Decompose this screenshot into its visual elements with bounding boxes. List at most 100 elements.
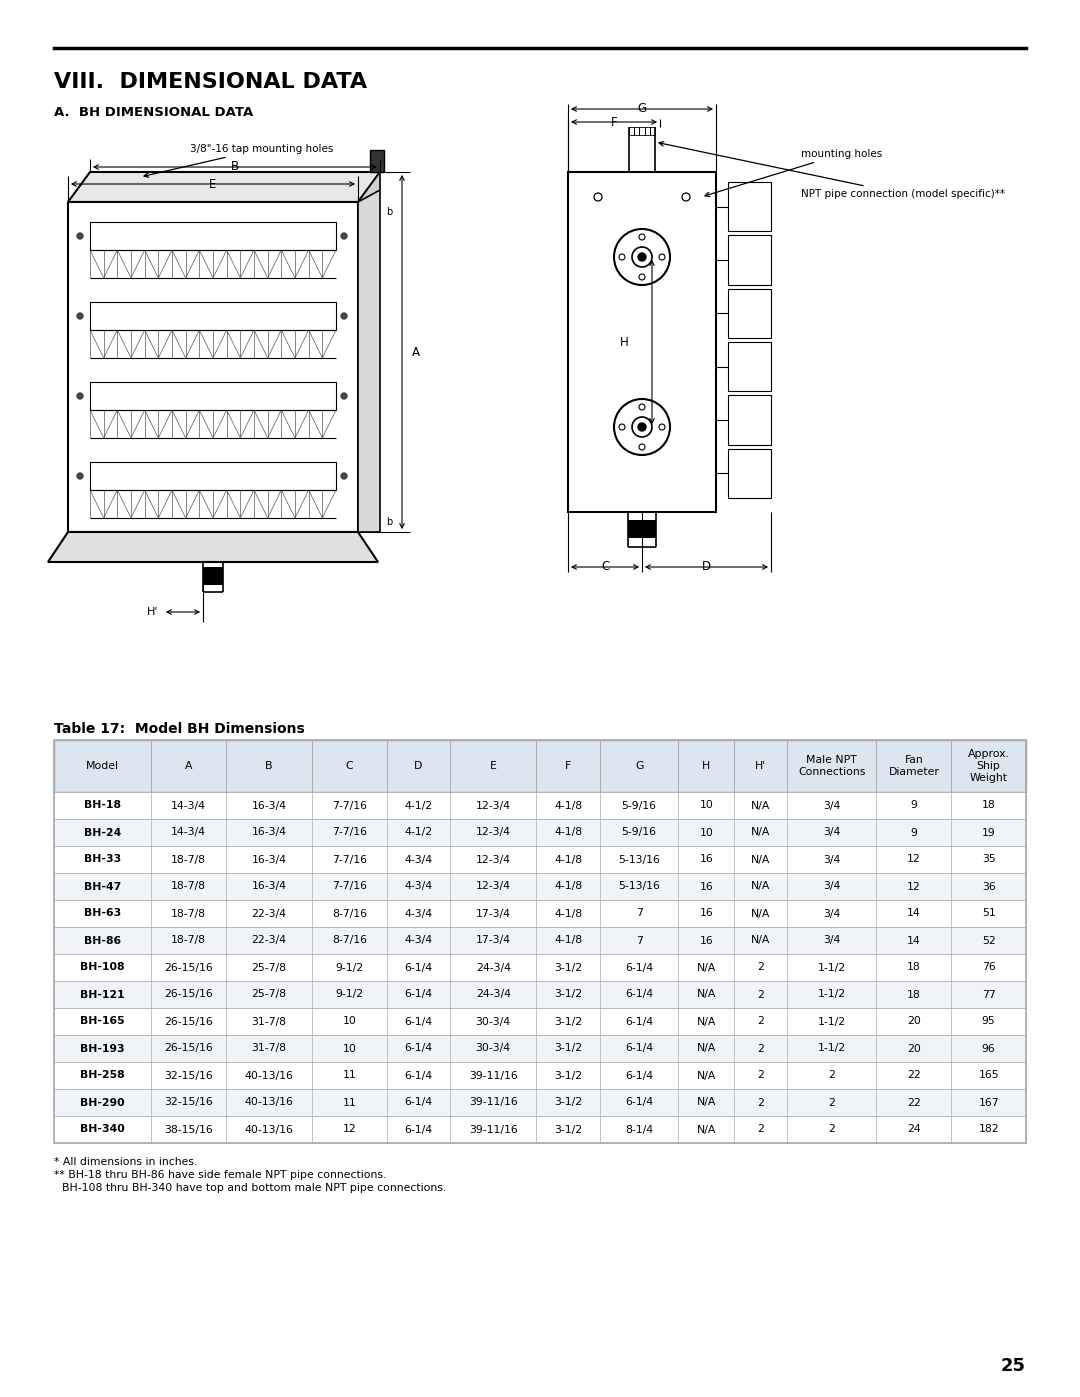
Text: 6-1/4: 6-1/4	[625, 989, 653, 999]
Text: N/A: N/A	[697, 1017, 716, 1027]
Text: 6-1/4: 6-1/4	[404, 1125, 433, 1134]
Text: 2: 2	[757, 1098, 764, 1108]
Circle shape	[638, 253, 646, 261]
Text: 5-9/16: 5-9/16	[622, 827, 657, 837]
Text: H': H'	[755, 761, 766, 771]
Text: 4-3/4: 4-3/4	[404, 936, 433, 946]
Text: 14: 14	[907, 936, 921, 946]
Bar	[54, 928, 1026, 954]
Text: NPT pipe connection (model specific)**: NPT pipe connection (model specific)**	[659, 141, 1005, 198]
Text: 16-3/4: 16-3/4	[252, 855, 286, 865]
Text: 5-13/16: 5-13/16	[618, 882, 660, 891]
Text: BH-193: BH-193	[80, 1044, 125, 1053]
Text: 3-1/2: 3-1/2	[554, 1125, 582, 1134]
Text: 167: 167	[978, 1098, 999, 1108]
Text: 16: 16	[700, 908, 713, 918]
Text: 5-9/16: 5-9/16	[622, 800, 657, 810]
Text: Table 17:  Model BH Dimensions: Table 17: Model BH Dimensions	[54, 722, 305, 736]
Text: 35: 35	[982, 855, 996, 865]
Bar	[54, 1062, 1026, 1090]
Text: 6-1/4: 6-1/4	[625, 1044, 653, 1053]
Text: 4-1/8: 4-1/8	[554, 827, 582, 837]
Text: 40-13/16: 40-13/16	[244, 1070, 294, 1080]
Text: 22-3/4: 22-3/4	[252, 908, 286, 918]
Text: 6-1/4: 6-1/4	[625, 963, 653, 972]
Circle shape	[77, 233, 83, 239]
Text: ** BH-18 thru BH-86 have side female NPT pipe connections.: ** BH-18 thru BH-86 have side female NPT…	[54, 1171, 387, 1180]
Text: 3/8"-16 tap mounting holes: 3/8"-16 tap mounting holes	[144, 144, 334, 177]
Text: 6-1/4: 6-1/4	[404, 989, 433, 999]
Text: 24-3/4: 24-3/4	[476, 989, 511, 999]
Text: 2: 2	[828, 1070, 835, 1080]
Text: 7-7/16: 7-7/16	[332, 800, 367, 810]
Text: 32-15/16: 32-15/16	[164, 1098, 213, 1108]
Text: 1-1/2: 1-1/2	[818, 989, 846, 999]
Text: 2: 2	[757, 989, 764, 999]
Text: Model: Model	[86, 761, 119, 771]
Text: 52: 52	[982, 936, 996, 946]
Text: 6-1/4: 6-1/4	[625, 1098, 653, 1108]
Text: N/A: N/A	[751, 827, 770, 837]
Text: 20: 20	[907, 1044, 921, 1053]
Text: 17-3/4: 17-3/4	[476, 936, 511, 946]
Text: 7-7/16: 7-7/16	[332, 882, 367, 891]
Text: 7: 7	[636, 908, 643, 918]
Text: 12-3/4: 12-3/4	[476, 800, 511, 810]
Text: 16-3/4: 16-3/4	[252, 882, 286, 891]
Bar	[645, 127, 650, 136]
Text: 7-7/16: 7-7/16	[332, 827, 367, 837]
Text: 12: 12	[907, 855, 921, 865]
Text: 31-7/8: 31-7/8	[252, 1017, 286, 1027]
Text: 3-1/2: 3-1/2	[554, 963, 582, 972]
Text: 10: 10	[342, 1017, 356, 1027]
Bar	[54, 1116, 1026, 1143]
Text: BH-24: BH-24	[84, 827, 121, 837]
Text: BH-47: BH-47	[84, 882, 121, 891]
Text: H': H'	[147, 608, 158, 617]
Text: 25-7/8: 25-7/8	[252, 963, 286, 972]
Text: N/A: N/A	[751, 882, 770, 891]
Text: 96: 96	[982, 1044, 996, 1053]
Bar	[90, 222, 336, 250]
Text: Approx.
Ship
Weight: Approx. Ship Weight	[968, 749, 1010, 782]
Bar	[728, 235, 771, 285]
Text: 11: 11	[342, 1070, 356, 1080]
Bar	[634, 127, 639, 136]
Text: 7: 7	[636, 936, 643, 946]
Bar	[728, 182, 771, 232]
Text: 182: 182	[978, 1125, 999, 1134]
Text: 26-15/16: 26-15/16	[164, 1017, 213, 1027]
Text: 40-13/16: 40-13/16	[244, 1098, 294, 1108]
Text: N/A: N/A	[751, 800, 770, 810]
Circle shape	[341, 474, 347, 479]
Text: 4-3/4: 4-3/4	[404, 855, 433, 865]
Text: 4-1/8: 4-1/8	[554, 855, 582, 865]
Text: BH-290: BH-290	[80, 1098, 125, 1108]
Text: Male NPT
Connections: Male NPT Connections	[798, 756, 865, 777]
Text: 3-1/2: 3-1/2	[554, 1098, 582, 1108]
Text: N/A: N/A	[697, 1070, 716, 1080]
Text: 32-15/16: 32-15/16	[164, 1070, 213, 1080]
Circle shape	[77, 393, 83, 400]
Bar	[90, 302, 336, 330]
Bar	[54, 1090, 1026, 1116]
Text: b: b	[386, 517, 392, 527]
Text: 22: 22	[907, 1070, 921, 1080]
Text: N/A: N/A	[751, 908, 770, 918]
Text: 4-1/8: 4-1/8	[554, 882, 582, 891]
Text: N/A: N/A	[697, 1044, 716, 1053]
Text: 12: 12	[342, 1125, 356, 1134]
Text: 2: 2	[757, 1125, 764, 1134]
Text: 12-3/4: 12-3/4	[476, 827, 511, 837]
Text: C: C	[600, 560, 609, 574]
Text: H: H	[702, 761, 711, 771]
Text: N/A: N/A	[751, 936, 770, 946]
Bar	[90, 462, 336, 490]
Text: 11: 11	[342, 1098, 356, 1108]
Text: E: E	[210, 177, 217, 190]
Text: 6-1/4: 6-1/4	[404, 1070, 433, 1080]
Text: 30-3/4: 30-3/4	[475, 1017, 511, 1027]
Text: 18-7/8: 18-7/8	[171, 908, 206, 918]
Circle shape	[77, 313, 83, 319]
Text: 4-1/2: 4-1/2	[404, 827, 433, 837]
